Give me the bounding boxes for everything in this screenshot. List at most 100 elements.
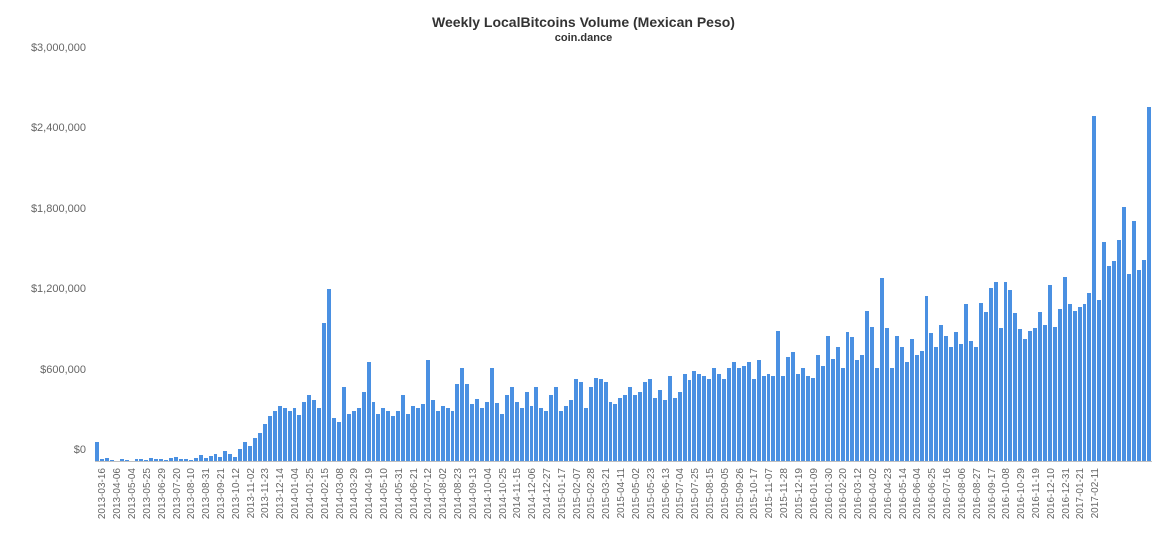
bar[interactable] [850,337,854,462]
bar[interactable] [584,408,588,462]
bar[interactable] [436,411,440,462]
bar[interactable] [905,362,909,463]
bar[interactable] [865,311,869,462]
bar[interactable] [648,379,652,462]
bar[interactable] [312,400,316,462]
bar[interactable] [920,351,924,462]
bar[interactable] [342,387,346,462]
bar[interactable] [678,392,682,462]
bar[interactable] [969,341,973,462]
bar[interactable] [500,414,504,462]
bar[interactable] [1063,277,1067,462]
bar[interactable] [692,371,696,462]
bar[interactable] [263,424,267,462]
bar[interactable] [702,376,706,462]
bar[interactable] [317,408,321,462]
bar[interactable] [939,325,943,462]
bar[interactable] [1132,221,1136,462]
bar[interactable] [717,374,721,462]
bar[interactable] [954,332,958,462]
bar[interactable] [599,379,603,462]
bar[interactable] [510,387,514,462]
bar[interactable] [885,328,889,462]
bar[interactable] [1033,328,1037,462]
bar[interactable] [1004,282,1008,462]
bar[interactable] [1142,260,1146,462]
bar[interactable] [475,399,479,462]
bar[interactable] [1107,266,1111,462]
bar[interactable] [826,336,830,462]
bar[interactable] [925,296,929,462]
bar[interactable] [757,360,761,462]
bar[interactable] [762,376,766,462]
bar[interactable] [1127,274,1131,462]
bar[interactable] [367,362,371,463]
bar[interactable] [352,411,356,462]
bar[interactable] [974,347,978,462]
bar[interactable] [569,400,573,462]
bar[interactable] [633,395,637,462]
bar[interactable] [332,418,336,462]
bar[interactable] [613,404,617,462]
bar[interactable] [846,332,850,462]
bar[interactable] [1048,285,1052,462]
bar[interactable] [1083,304,1087,462]
bar[interactable] [771,376,775,462]
bar[interactable] [530,406,534,462]
bar[interactable] [964,304,968,462]
bar[interactable] [549,395,553,462]
bar[interactable] [302,402,306,462]
bar[interactable] [959,344,963,462]
bar[interactable] [1068,304,1072,462]
bar[interactable] [604,382,608,462]
bar[interactable] [638,392,642,462]
bar[interactable] [446,408,450,462]
bar[interactable] [559,411,563,462]
bar[interactable] [712,368,716,462]
bar[interactable] [1122,207,1126,462]
bar[interactable] [623,395,627,462]
bar[interactable] [618,398,622,462]
bar[interactable] [95,442,99,462]
bar[interactable] [1018,329,1022,462]
bar[interactable] [816,355,820,462]
bar[interactable] [1137,270,1141,462]
bar[interactable] [539,408,543,462]
bar[interactable] [470,404,474,462]
bar[interactable] [337,422,341,462]
bar[interactable] [451,411,455,462]
bar[interactable] [663,400,667,462]
bar[interactable] [732,362,736,463]
bar[interactable] [643,382,647,462]
bar[interactable] [258,433,262,462]
bar[interactable] [362,392,366,462]
bar[interactable] [594,378,598,462]
bar[interactable] [1097,300,1101,462]
bar[interactable] [1043,325,1047,462]
bar[interactable] [396,411,400,462]
bar[interactable] [722,379,726,462]
bar[interactable] [1038,312,1042,462]
bar[interactable] [752,379,756,462]
bar[interactable] [589,387,593,462]
bar[interactable] [658,390,662,462]
bar[interactable] [1008,290,1012,462]
bar[interactable] [505,395,509,462]
bar[interactable] [455,384,459,462]
bar[interactable] [742,366,746,462]
bar[interactable] [495,403,499,462]
bar[interactable] [915,355,919,462]
bar[interactable] [243,442,247,462]
bar[interactable] [767,374,771,462]
bar[interactable] [297,415,301,462]
bar[interactable] [480,408,484,462]
bar[interactable] [426,360,430,462]
bar[interactable] [293,408,297,462]
bar[interactable] [791,352,795,462]
bar[interactable] [574,379,578,462]
bar[interactable] [322,323,326,462]
bar[interactable] [564,406,568,462]
bar[interactable] [485,402,489,462]
bar[interactable] [307,395,311,462]
bar[interactable] [554,387,558,462]
